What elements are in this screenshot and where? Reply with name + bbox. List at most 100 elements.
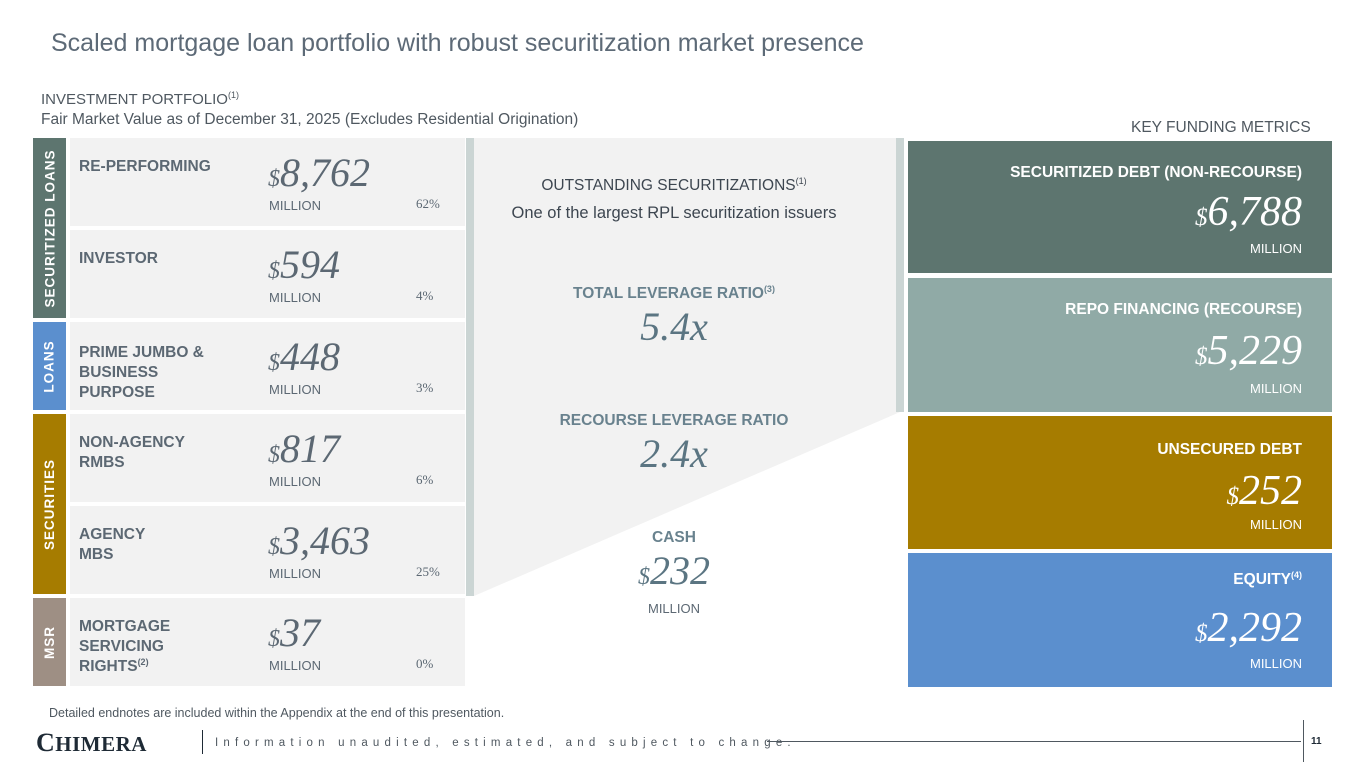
total-leverage-title: TOTAL LEVERAGE RATIO(3) [478,283,870,303]
metric-amount-value: 6,788 [1207,189,1303,235]
metric-title: REPO FINANCING (RECOURSE) [1065,296,1302,319]
recourse-leverage-value: 2.4x [640,431,708,476]
row-percent: 62% [416,196,440,211]
portfolio-heading: INVESTMENT PORTFOLIO(1) [41,90,239,109]
metric-title: SECURITIZED DEBT (NON-RECOURSE) [1010,159,1302,182]
row-unit: MILLION [269,474,322,489]
metric-title-text: EQUITY [1233,571,1291,588]
row-currency: $ [268,350,280,376]
row-percent: 4% [416,288,434,303]
metric-title-text: SECURITIZED DEBT (NON-RECOURSE) [1010,164,1302,182]
portfolio-row-prime-jumbo: PRIME JUMBO & BUSINESS PURPOSE $448 MILL… [70,322,465,410]
row-label: NON-AGENCY RMBS [79,433,209,473]
row-amount: $3,463 [268,520,370,568]
row-label: AGENCY MBS [79,525,159,565]
metric-title: EQUITY(4) [1233,569,1302,589]
total-leverage-value: 5.4x [640,304,708,349]
metric-title-text: UNSECURED DEBT [1157,441,1302,459]
metric-currency: $ [1195,620,1208,647]
total-leverage-note: (3) [763,283,775,294]
securitization-right-bar [896,138,904,412]
metric-amount: $5,229 [1195,328,1302,380]
metric-currency: $ [1195,343,1208,370]
metric-amount: $6,788 [1195,189,1302,241]
securitization-panel-shape [474,138,900,596]
row-amount: $8,762 [268,152,370,200]
funding-heading: KEY FUNDING METRICS [1131,119,1311,136]
row-amount-value: 594 [280,242,340,287]
row-currency: $ [268,626,280,652]
row-unit: MILLION [269,658,322,673]
portfolio-subheading: Fair Market Value as of December 31, 202… [41,111,579,128]
row-label-text: MORTGAGE SERVICING RIGHTS [79,618,171,675]
metric-unit: MILLION [1249,381,1302,396]
portfolio-row-investor: INVESTOR $594 MILLION 4% [70,230,465,318]
portfolio-row-non-agency-rmbs: NON-AGENCY RMBS $817 MILLION 6% [70,414,465,502]
row-percent: 25% [416,564,440,579]
logo-rest: HIMERA [55,732,147,756]
page-title: Scaled mortgage loan portfolio with robu… [51,29,864,57]
row-amount-value: 3,463 [280,518,370,563]
cash-value: 232 [650,548,710,593]
metric-amount: $252 [1227,468,1303,520]
endnote: Detailed endnotes are included within th… [49,706,505,720]
footer-rule [767,741,1301,742]
securitizations-subtitle: One of the largest RPL securitization is… [511,204,837,222]
cash-block: CASH $232 MILLION [478,529,870,616]
row-percent: 6% [416,472,434,487]
securitizations-title-text: OUTSTANDING SECURITIZATIONS [541,177,796,194]
row-currency: $ [268,166,280,192]
securitizations-title-note: (1) [795,175,807,186]
row-percent: 3% [416,380,434,395]
metric-amount-value: 5,229 [1207,328,1303,374]
metric-amount-value: 252 [1239,468,1302,514]
category-loans: LOANS [33,322,66,410]
metric-currency: $ [1226,483,1240,510]
portfolio-row-msr: MORTGAGE SERVICING RIGHTS(2) $37 MILLION… [70,598,465,686]
row-amount-value: 817 [280,426,340,471]
row-amount: $37 [268,612,320,660]
metric-unit: MILLION [1249,241,1302,256]
row-currency: $ [268,442,280,468]
securitizations-title: OUTSTANDING SECURITIZATIONS(1) [478,175,870,195]
metric-title-note: (4) [1291,569,1302,580]
securitizations-block: OUTSTANDING SECURITIZATIONS(1) One of th… [478,175,870,223]
row-currency: $ [268,534,280,560]
recourse-leverage-title: RECOURSE LEVERAGE RATIO [559,412,789,429]
category-securitized-loans: SECURITIZED LOANS [33,138,66,318]
metric-unit: MILLION [1249,656,1302,671]
row-label-text: PRIME JUMBO & BUSINESS PURPOSE [79,344,204,401]
category-securities: SECURITIES [33,414,66,594]
row-label-text: AGENCY MBS [79,526,146,563]
cash-title: CASH [652,529,696,546]
row-label-text: NON-AGENCY RMBS [79,434,185,471]
row-amount: $448 [268,336,340,384]
row-label-note: (2) [137,656,149,667]
logo-first-letter: C [36,728,56,757]
portfolio-heading-note: (1) [227,90,239,100]
total-leverage-title-text: TOTAL LEVERAGE RATIO [573,285,764,302]
metric-equity: EQUITY(4) $2,292 MILLION [908,553,1332,687]
footer-tagline: Information unaudited, estimated, and su… [215,737,796,749]
row-label-text: RE-PERFORMING [79,158,211,175]
portfolio-heading-text: INVESTMENT PORTFOLIO [41,91,228,108]
row-amount: $594 [268,244,340,292]
row-label: PRIME JUMBO & BUSINESS PURPOSE [79,343,224,403]
metric-unsecured-debt: UNSECURED DEBT $252 MILLION [908,416,1332,549]
company-logo: CHIMERA [36,728,147,758]
row-amount: $817 [268,428,340,476]
row-unit: MILLION [269,382,322,397]
row-unit: MILLION [269,566,322,581]
category-msr: MSR [33,598,66,686]
row-amount-value: 448 [280,334,340,379]
metric-title-text: REPO FINANCING (RECOURSE) [1065,301,1302,319]
securitization-left-bar [466,138,474,596]
page-number: 11 [1311,736,1322,747]
row-amount-value: 37 [280,610,320,655]
row-label: RE-PERFORMING [79,157,229,177]
metric-unit: MILLION [1249,517,1302,532]
row-currency: $ [268,258,280,284]
total-leverage-block: TOTAL LEVERAGE RATIO(3) 5.4x [478,283,870,349]
metric-amount-value: 2,292 [1207,605,1303,651]
